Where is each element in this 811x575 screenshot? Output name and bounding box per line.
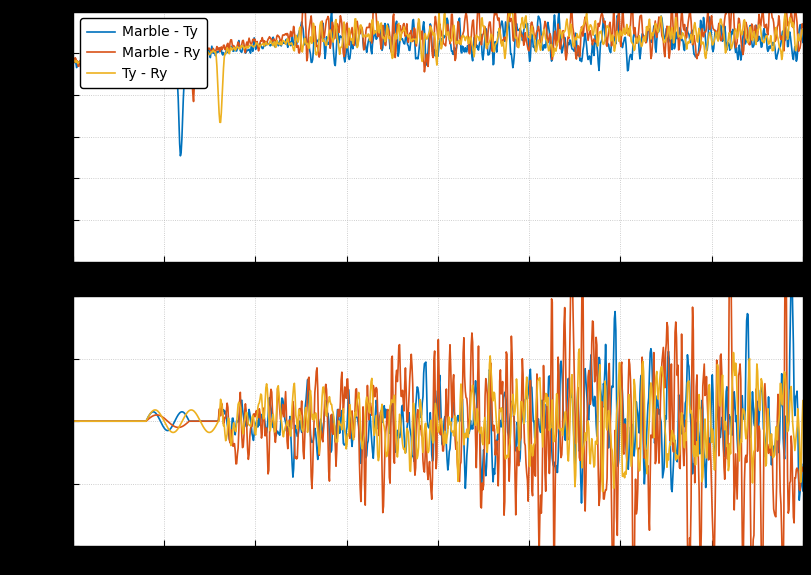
Marble - Ty: [365, 37, 375, 44]
Marble - Ry: [68, 56, 78, 63]
Marble - Ry: [390, 54, 400, 61]
Line: Marble - Ty: Marble - Ty: [73, 11, 803, 156]
Ty - Ry: [364, 31, 374, 38]
Ty - Ry: [390, 30, 400, 37]
Marble - Ry: [638, 34, 648, 41]
Legend: Marble - Ty, Marble - Ry, Ty - Ry: Marble - Ty, Marble - Ry, Ty - Ry: [80, 18, 207, 88]
Marble - Ty: [68, 58, 78, 64]
Marble - Ty: [143, 56, 152, 63]
Ty - Ry: [216, 119, 225, 126]
Ty - Ry: [652, 25, 662, 32]
Marble - Ty: [571, 30, 581, 37]
Marble - Ry: [651, 31, 661, 38]
Line: Marble - Ry: Marble - Ry: [73, 0, 803, 102]
Ty - Ry: [571, 34, 581, 41]
Marble - Ry: [143, 52, 152, 59]
Ty - Ry: [798, 26, 808, 33]
Marble - Ty: [798, 39, 808, 46]
Ty - Ry: [507, 8, 517, 15]
Line: Ty - Ry: Ty - Ry: [73, 12, 803, 122]
Marble - Ty: [327, 7, 337, 14]
Marble - Ty: [175, 152, 185, 159]
Marble - Ty: [639, 32, 649, 39]
Marble - Ry: [364, 24, 374, 31]
Marble - Ty: [652, 37, 662, 44]
Marble - Ty: [391, 20, 401, 27]
Ty - Ry: [68, 59, 78, 66]
Marble - Ry: [189, 98, 199, 105]
Marble - Ry: [570, 41, 580, 48]
Marble - Ry: [798, 24, 808, 30]
Ty - Ry: [143, 55, 152, 62]
Ty - Ry: [639, 34, 649, 41]
